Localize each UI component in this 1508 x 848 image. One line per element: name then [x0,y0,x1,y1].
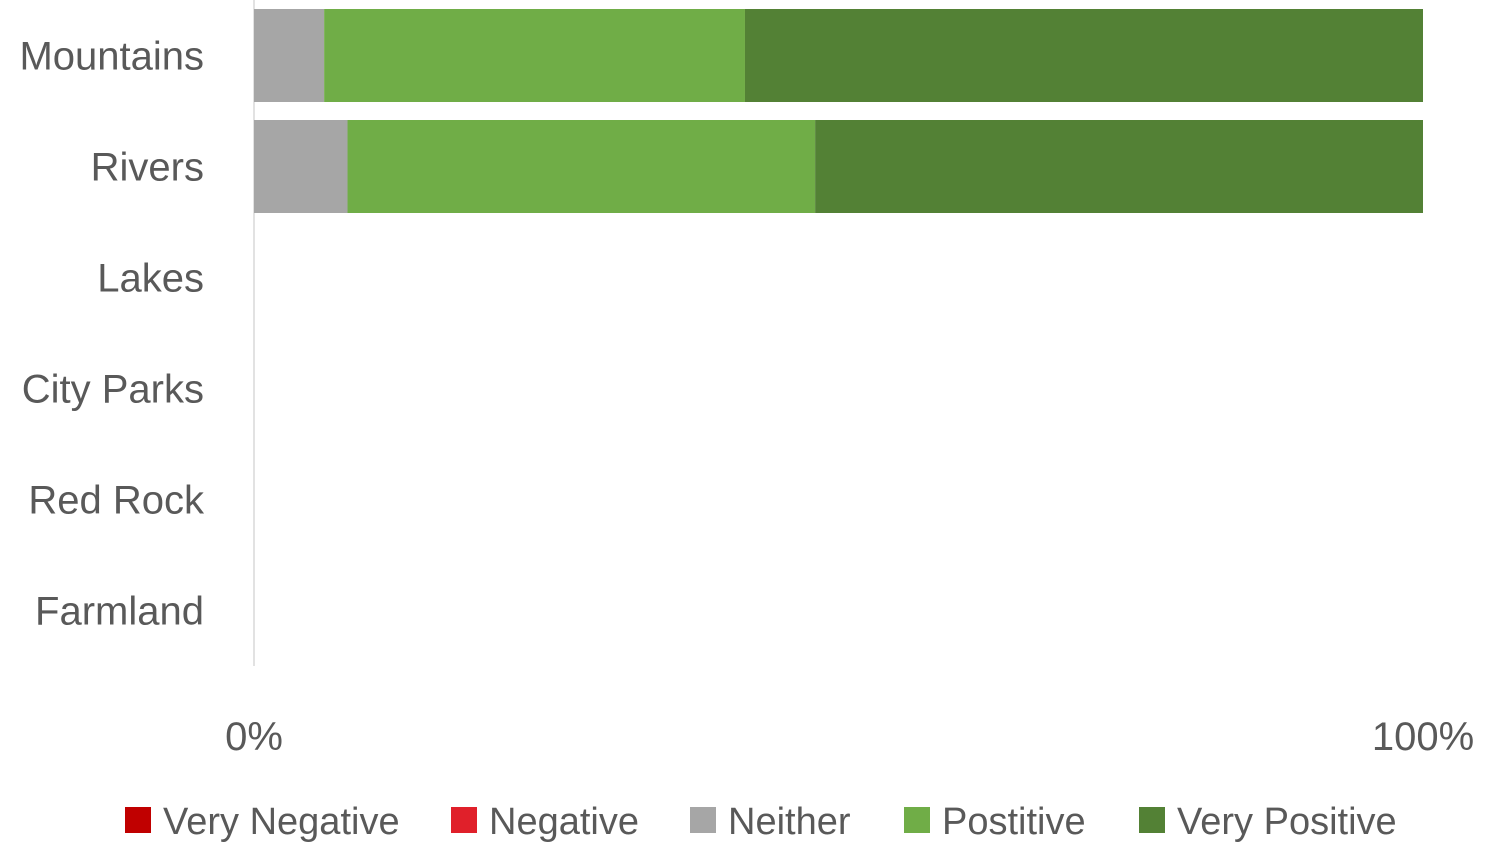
legend-swatch-neither [690,807,716,833]
bar-mountains-very-positive [744,9,1423,102]
legend-swatch-very-positive [1139,807,1165,833]
category-label: City Parks [22,368,204,412]
bars-layer [254,9,1423,213]
x-tick-label: 100% [1372,715,1474,759]
legend-swatch-postitive [904,807,930,833]
x-tick-labels: 0% 100% [225,715,1474,759]
bar-rivers-neither [254,120,348,213]
category-label: Red Rock [28,479,205,523]
bar-mountains-neither [254,9,325,102]
bar-mountains-postitive [324,9,745,102]
category-labels: Mountains Rivers Lakes City Parks Red Rock Fa… [19,35,205,634]
legend-label: Postitive [942,801,1086,843]
legend-label: Neither [728,801,851,843]
legend-label: Very Positive [1177,801,1397,843]
legend: Very Negative Negative Neither Postitive Ver… [125,801,1397,843]
legend-label: Negative [489,801,639,843]
x-tick-label: 0% [225,715,283,759]
legend-swatch-negative [451,807,477,833]
bar-rivers-postitive [347,120,816,213]
bar-rivers-very-positive [815,120,1423,213]
category-label: Mountains [19,35,204,79]
category-label: Farmland [35,590,204,634]
category-label: Rivers [91,146,204,190]
category-label: Lakes [97,257,204,301]
legend-swatch-very-negative [125,807,151,833]
legend-label: Very Negative [163,801,400,843]
